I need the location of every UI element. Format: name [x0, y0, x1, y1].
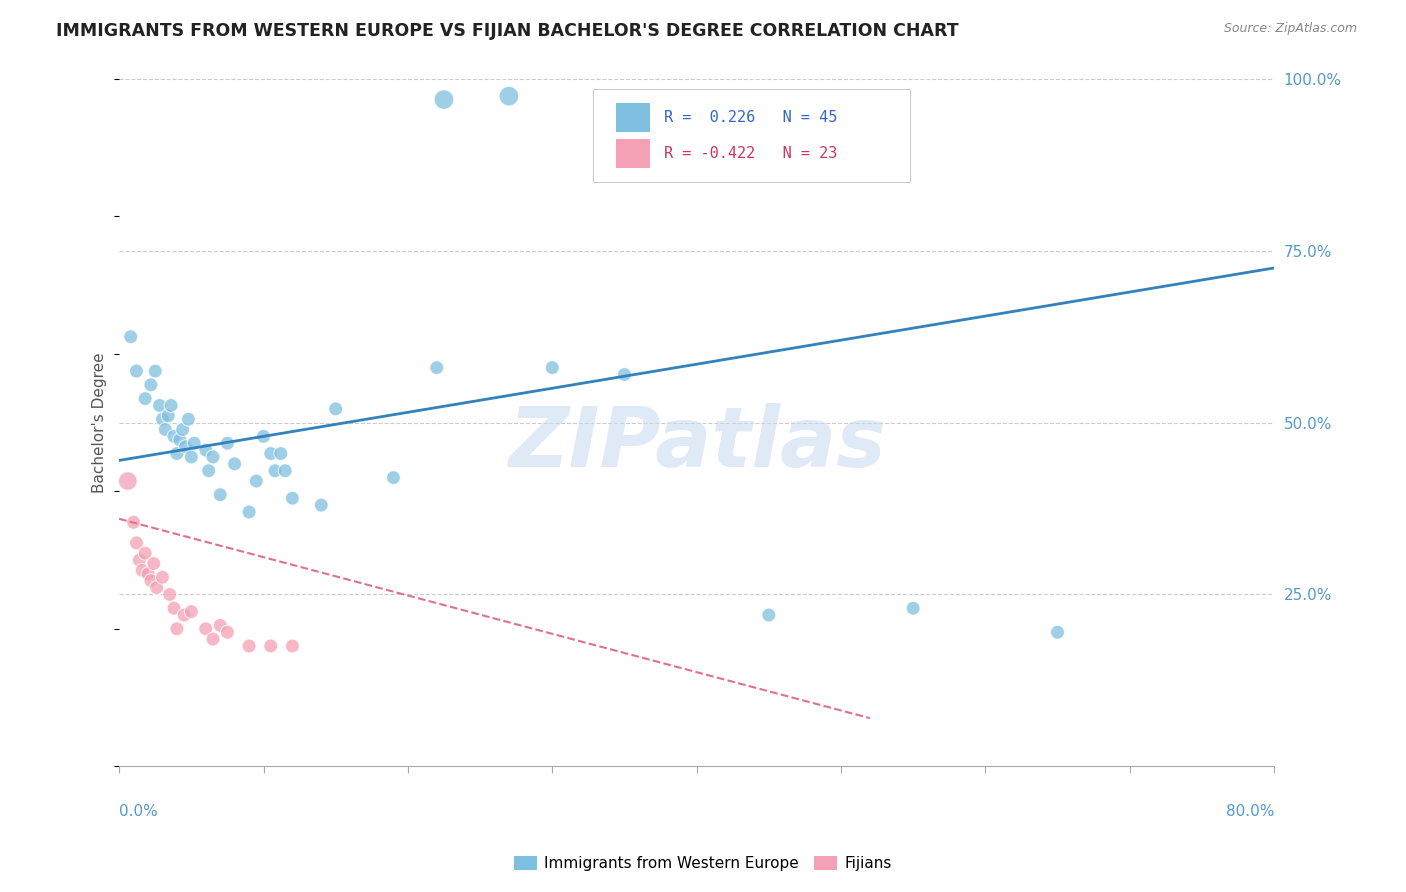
Point	[125, 536, 148, 550]
Text: 0.0%: 0.0%	[120, 804, 157, 819]
Point	[252, 429, 274, 443]
Point	[613, 368, 636, 382]
Point	[260, 446, 283, 460]
Point	[157, 409, 180, 423]
Text: ZIPatlas: ZIPatlas	[508, 402, 886, 483]
Point	[270, 446, 292, 460]
Point	[1046, 625, 1069, 640]
Point	[120, 329, 142, 343]
Point	[177, 412, 200, 426]
Point	[180, 450, 202, 464]
Point	[194, 443, 217, 458]
Point	[245, 474, 267, 488]
Point	[173, 608, 195, 623]
Point	[541, 360, 564, 375]
Point	[166, 622, 188, 636]
Point	[426, 360, 449, 375]
Point	[139, 574, 162, 588]
Point	[163, 429, 186, 443]
Point	[134, 546, 156, 560]
Point	[125, 364, 148, 378]
FancyBboxPatch shape	[593, 89, 910, 182]
Point	[281, 639, 304, 653]
Point	[901, 601, 924, 615]
Point	[148, 399, 170, 413]
Point	[183, 436, 205, 450]
Point	[160, 399, 183, 413]
Point	[117, 474, 139, 488]
Point	[309, 498, 332, 512]
Point	[281, 491, 304, 506]
Text: Source: ZipAtlas.com: Source: ZipAtlas.com	[1223, 22, 1357, 36]
Point	[131, 563, 153, 577]
Point	[201, 450, 224, 464]
Point	[260, 639, 283, 653]
Point	[166, 446, 188, 460]
Point	[194, 622, 217, 636]
Point	[163, 601, 186, 615]
Point	[152, 570, 174, 584]
FancyBboxPatch shape	[616, 103, 651, 132]
FancyBboxPatch shape	[616, 139, 651, 169]
Point	[128, 553, 150, 567]
Point	[209, 488, 232, 502]
Point	[169, 433, 191, 447]
Point	[122, 515, 145, 529]
Point	[238, 639, 260, 653]
Point	[224, 457, 246, 471]
Point	[433, 93, 456, 107]
Point	[217, 625, 239, 640]
Point	[145, 581, 167, 595]
Point	[136, 566, 159, 581]
Point	[172, 422, 194, 436]
Point	[744, 93, 766, 107]
Text: R = -0.422   N = 23: R = -0.422 N = 23	[664, 146, 838, 161]
Point	[498, 89, 520, 103]
Point	[159, 587, 181, 601]
Point	[152, 412, 174, 426]
Point	[174, 440, 197, 454]
Point	[142, 557, 165, 571]
Point	[382, 470, 405, 484]
Point	[264, 464, 287, 478]
Text: R =  0.226   N = 45: R = 0.226 N = 45	[664, 110, 838, 125]
Legend: Immigrants from Western Europe, Fijians: Immigrants from Western Europe, Fijians	[508, 849, 898, 877]
Point	[209, 618, 232, 632]
Text: IMMIGRANTS FROM WESTERN EUROPE VS FIJIAN BACHELOR'S DEGREE CORRELATION CHART: IMMIGRANTS FROM WESTERN EUROPE VS FIJIAN…	[56, 22, 959, 40]
Point	[217, 436, 239, 450]
Point	[274, 464, 297, 478]
Point	[134, 392, 156, 406]
Point	[758, 608, 780, 623]
Point	[155, 422, 177, 436]
Text: 80.0%: 80.0%	[1226, 804, 1274, 819]
Point	[325, 401, 347, 416]
Point	[139, 377, 162, 392]
Point	[143, 364, 166, 378]
Point	[627, 99, 650, 113]
Point	[197, 464, 219, 478]
Point	[180, 605, 202, 619]
Point	[238, 505, 260, 519]
Point	[201, 632, 224, 646]
Y-axis label: Bachelor's Degree: Bachelor's Degree	[93, 352, 107, 493]
